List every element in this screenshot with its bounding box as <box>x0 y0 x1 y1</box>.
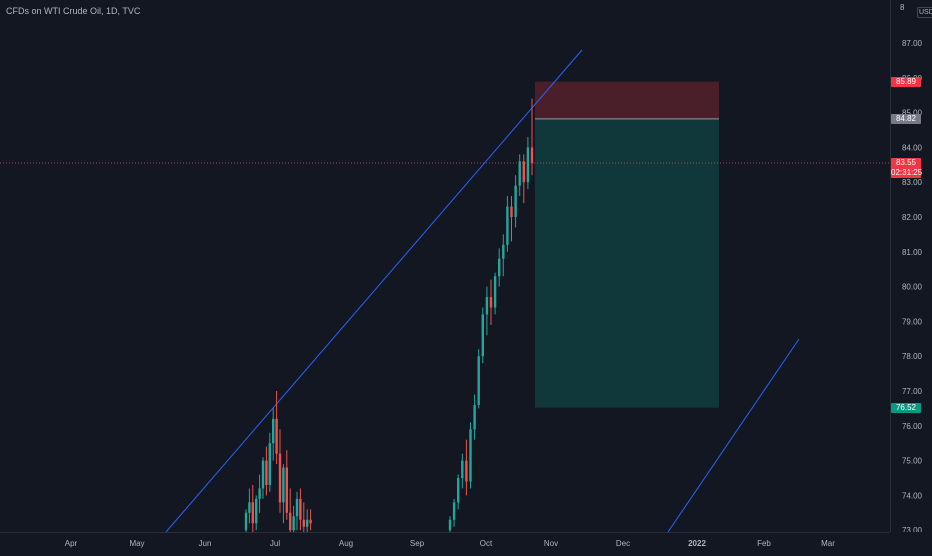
chart-canvas[interactable] <box>0 0 890 532</box>
chart-pane[interactable]: CFDs on WTI Crude Oil1DTVC <box>0 0 890 532</box>
time-tick-label: Oct <box>480 539 493 548</box>
candle-body <box>258 488 261 499</box>
candle-body <box>251 502 254 524</box>
candle-body <box>506 206 509 245</box>
time-tick-label: 2022 <box>688 539 706 548</box>
candle-body <box>502 244 505 259</box>
candle-body <box>265 460 268 485</box>
price-tick-label: 82.00 <box>902 213 923 222</box>
candle-body <box>285 467 288 513</box>
price-tick-label: 84.00 <box>902 143 923 152</box>
candle-body <box>272 418 275 444</box>
candle-body <box>452 502 456 520</box>
candle-body <box>481 314 484 357</box>
candle-body <box>278 453 282 503</box>
time-tick-label: Feb <box>757 539 771 548</box>
price-tick-label: 85.00 <box>902 109 923 118</box>
candle-body <box>530 147 534 164</box>
candle-body <box>510 206 513 217</box>
candle-body <box>461 460 464 478</box>
candle-body <box>498 258 501 277</box>
stop-loss-zone <box>535 81 719 119</box>
candle-body <box>248 502 251 513</box>
take-profit-price-badge: 76.52 <box>891 402 921 413</box>
candle-body <box>493 276 497 308</box>
candle-body <box>518 161 521 186</box>
price-tick-partial: 8 <box>900 3 905 12</box>
price-tick-label: 80.00 <box>902 283 923 292</box>
take-profit-zone <box>535 118 719 408</box>
price-tick-label: 83.00 <box>902 178 923 187</box>
price-tick-label: 79.00 <box>902 317 923 326</box>
price-tick-label: 77.00 <box>902 387 923 396</box>
symbol-source: TVC <box>118 6 141 16</box>
time-tick-label: Aug <box>339 539 353 548</box>
candle-body <box>469 429 472 482</box>
time-tick-label: May <box>129 539 144 548</box>
symbol-interval: 1D <box>101 6 118 16</box>
candle-body <box>522 161 525 183</box>
candle-body <box>309 519 312 524</box>
price-scale-canvas: 87.0086.0085.0084.0083.0082.0081.0080.00… <box>902 39 923 535</box>
price-tick-label: 73.00 <box>902 526 923 532</box>
stop-loss-price-badge: 85.89 <box>891 76 921 87</box>
time-tick-label: Nov <box>544 539 558 548</box>
time-tick-label: Dec <box>616 539 630 548</box>
entry-price: 84.82 <box>895 113 917 123</box>
candle-body <box>244 512 248 531</box>
price-tick-label: 81.00 <box>902 248 923 257</box>
symbol-name: CFDs on WTI Crude Oil <box>6 6 102 16</box>
time-tick-label: Jun <box>199 539 212 548</box>
candle-body <box>489 297 493 308</box>
price-tick-label: 75.00 <box>902 457 923 466</box>
candle-body <box>289 512 292 531</box>
candle-body <box>477 356 480 405</box>
candle-body <box>282 467 285 503</box>
candle-body <box>255 498 258 524</box>
candle-body <box>302 519 305 527</box>
candle-body <box>306 519 309 527</box>
time-tick-label: Sep <box>410 539 425 548</box>
take-profit-price: 76.52 <box>895 402 917 412</box>
time-tick-label: Jul <box>270 539 280 548</box>
candle-body <box>473 404 476 430</box>
time-scale[interactable]: Apr May Jun Jul Aug Sep Oct Nov Dec 2022 Feb Mar <box>0 532 890 551</box>
price-tick-label: 78.00 <box>902 352 923 361</box>
candle-body <box>299 498 302 520</box>
price-tick-label: 76.00 <box>902 422 923 431</box>
trend-line-upper <box>165 49 583 532</box>
candle-body <box>292 516 295 531</box>
time-scale-canvas: Apr May Jun Jul Aug Sep Oct Nov Dec 2022 Feb Mar <box>65 539 835 548</box>
trend-line-lower <box>667 338 800 532</box>
time-tick-label: Mar <box>821 539 835 548</box>
price-tick-label: 87.00 <box>902 39 923 48</box>
last-price-badge: 83.55 02:31:25 <box>891 158 923 179</box>
last-price: 83.55 <box>895 158 917 168</box>
time-tick-label: Apr <box>65 539 78 548</box>
candle-body <box>457 478 460 503</box>
entry-price-badge: 84.82 <box>891 113 921 124</box>
symbol-legend: CFDs on WTI Crude Oil1DTVC <box>6 6 140 16</box>
candle-body <box>268 443 271 485</box>
candle-body <box>465 460 468 482</box>
currency-selector[interactable]: USD <box>917 7 932 18</box>
price-tick-label: 74.00 <box>902 491 923 500</box>
candle-body <box>526 147 530 183</box>
candle-body <box>295 498 299 517</box>
candle-body <box>448 519 452 531</box>
candle-body <box>514 185 517 217</box>
bar-countdown: 02:31:25 <box>891 168 923 178</box>
candle-body <box>275 418 278 454</box>
candle-body <box>485 297 489 315</box>
price-scale[interactable]: 87.0086.0085.0084.0083.0082.0081.0080.00… <box>890 0 932 535</box>
stop-loss-price: 85.89 <box>895 76 917 86</box>
candle-body <box>261 460 265 489</box>
